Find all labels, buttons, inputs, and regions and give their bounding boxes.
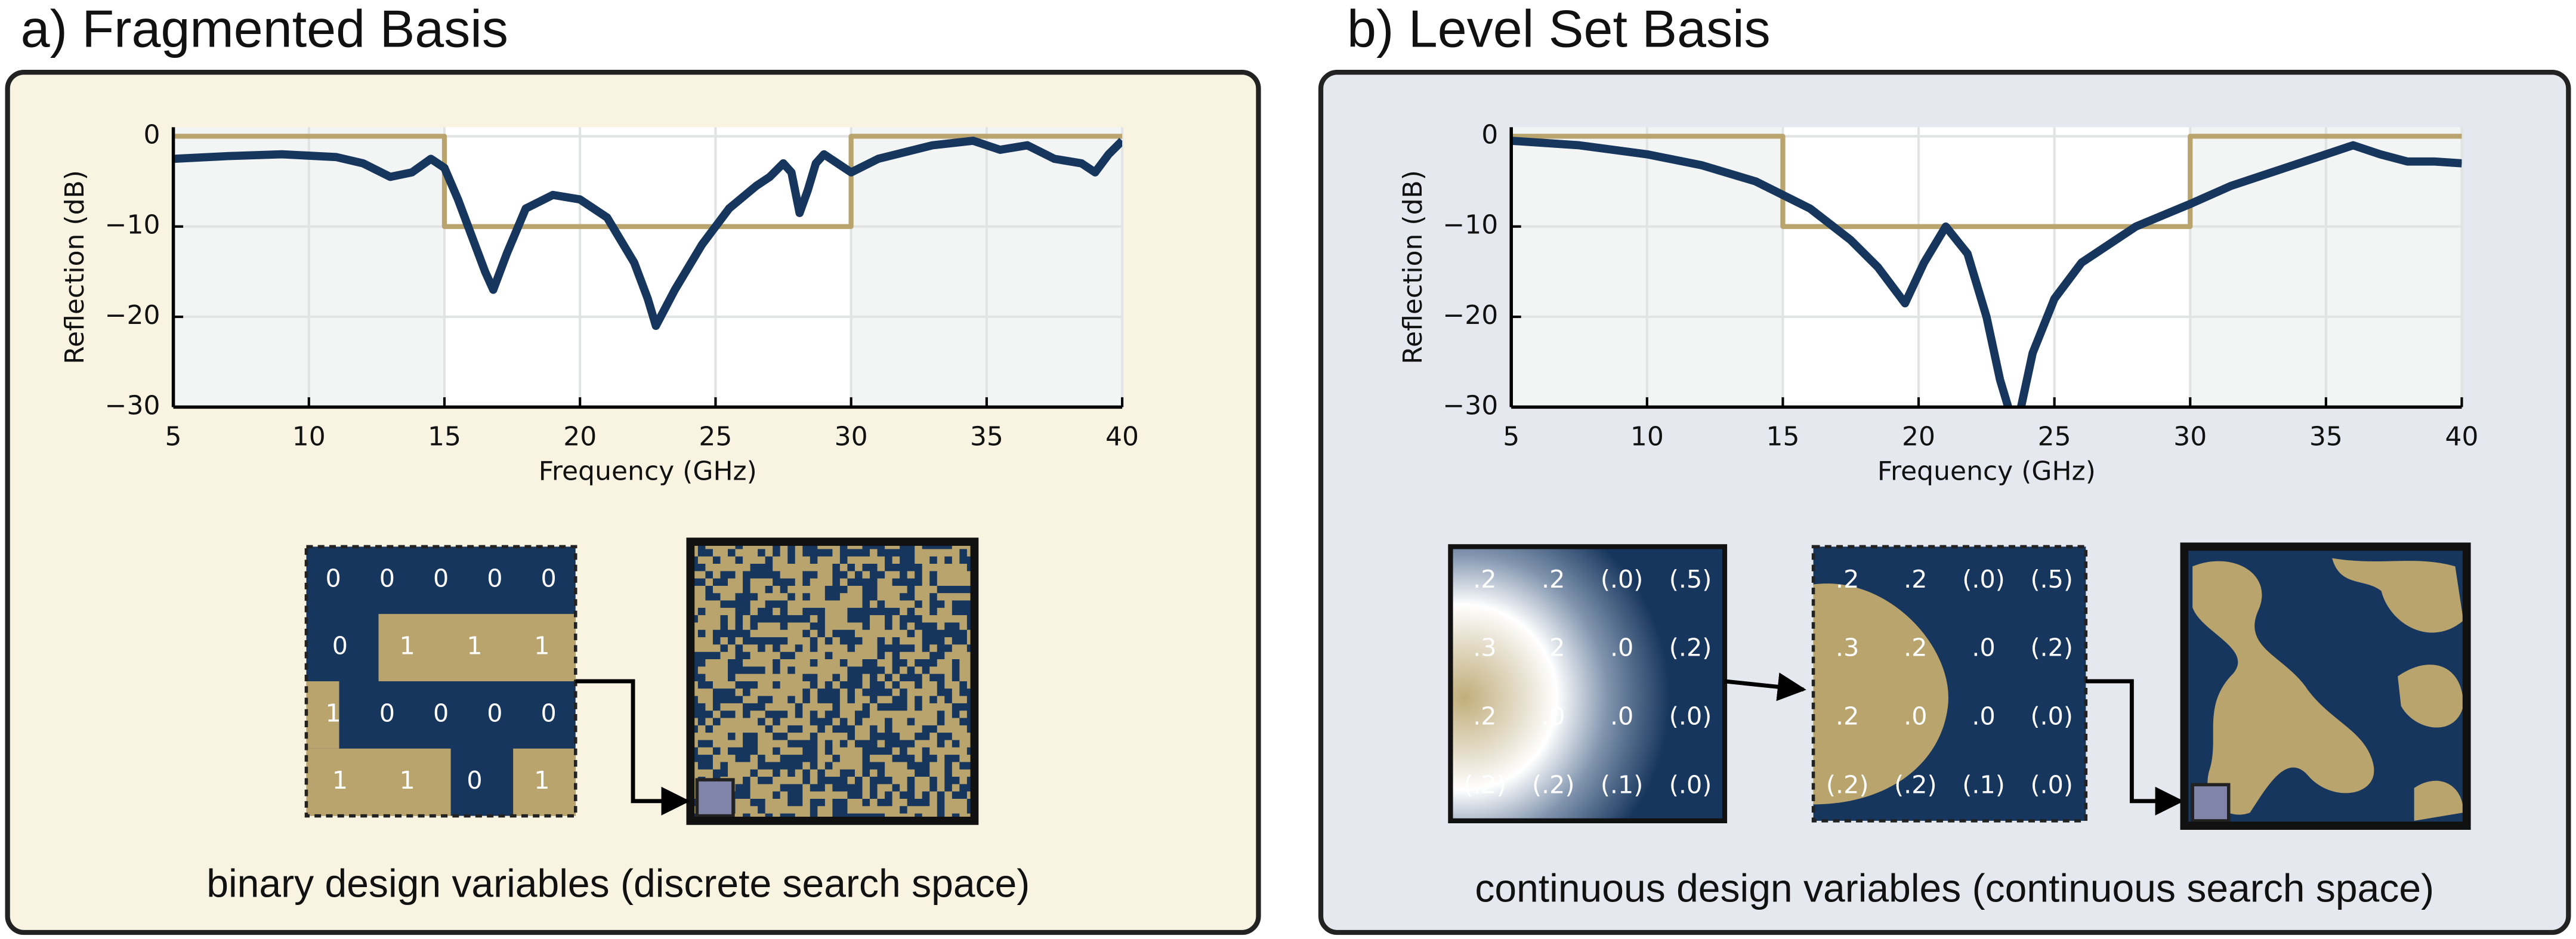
- x-tick-label: 5: [165, 422, 182, 452]
- cell-label: (.2): [1532, 770, 1575, 799]
- cell-label: (.1): [1601, 770, 1644, 799]
- y-tick-label: 0: [1481, 119, 1498, 150]
- cell-label: 0: [325, 564, 341, 593]
- cell-label: (.0): [1601, 565, 1644, 594]
- cell-label: 1: [534, 766, 549, 795]
- cell-label: 1: [534, 632, 549, 660]
- level-set-grid: .2 .2 (.0) (.5) .3 .2 .0 (.2) .2 .0 .0 (.0) (.2) (.2)…: [1448, 544, 1728, 824]
- x-tick-label: 15: [428, 422, 461, 452]
- y-tick-label: −10: [1443, 210, 1498, 240]
- cell-label: 0: [540, 699, 556, 727]
- x-tick-label: 35: [2309, 422, 2343, 452]
- x-tick-label: 30: [835, 422, 868, 452]
- arrow: [2086, 679, 2184, 816]
- cell-label: 0: [487, 699, 502, 727]
- caption: binary design variables (discrete search…: [206, 861, 1030, 905]
- x-tick-label: 30: [2173, 422, 2207, 452]
- y-axis-label: Reflection (dB): [60, 170, 90, 364]
- y-tick-label: −10: [105, 210, 160, 240]
- cell-label: .2: [1473, 565, 1496, 594]
- x-tick-label: 25: [699, 422, 732, 452]
- cell-label: .0: [1972, 634, 1995, 662]
- cell-label: (.0): [1669, 770, 1712, 799]
- cell-label: (.0): [1669, 702, 1712, 731]
- threshold-grid: .2 .2 (.0) (.5) .3 .2 .0 (.2) .2 .0 .0 (.0) (.2) (.2)…: [1811, 545, 2088, 823]
- pixel-design: [686, 538, 979, 825]
- panel-title: b) Level Set Basis: [1347, 0, 1771, 58]
- caption: continuous design variables (continuous …: [1475, 866, 2434, 910]
- cell-label: 0: [487, 564, 502, 593]
- cell-label: .2: [1904, 634, 1927, 662]
- cell-label: (.0): [1962, 565, 2005, 594]
- arrow: [575, 679, 690, 816]
- cell-label: 1: [400, 766, 415, 795]
- x-tick-label: 20: [1902, 422, 1935, 452]
- binary-grid: 0 0 0 0 0 0 1 1 1 1 0 0 0 0 1 1 0 1: [304, 545, 577, 818]
- cell-label: (.2): [1463, 770, 1506, 799]
- cell-label: 0: [379, 699, 395, 727]
- y-tick-label: 0: [144, 119, 160, 150]
- cell-label: .0: [1904, 702, 1927, 731]
- x-axis-label: Frequency (GHz): [1877, 456, 2096, 487]
- x-tick-label: 5: [1503, 422, 1519, 452]
- series-line: [1511, 137, 2462, 407]
- x-tick-label: 35: [970, 422, 1003, 452]
- level-set-design: [2180, 542, 2471, 830]
- x-tick-label: 10: [292, 422, 326, 452]
- cell-label: 1: [467, 632, 482, 660]
- y-tick-label: −30: [105, 390, 160, 421]
- cell-label: .2: [1836, 565, 1859, 594]
- cell-label: 0: [433, 564, 449, 593]
- series-line: [1511, 134, 2462, 229]
- y-tick-label: −20: [1443, 300, 1498, 330]
- cell-label: 1: [332, 766, 348, 795]
- cell-label: (.0): [2030, 770, 2073, 799]
- x-axis-label: Frequency (GHz): [539, 456, 757, 487]
- cell-label: (.1): [1962, 770, 2005, 799]
- arrow: [1724, 672, 1806, 702]
- y-tick-label: −30: [1443, 390, 1498, 421]
- x-tick-label: 40: [1105, 422, 1139, 452]
- series-line: [173, 134, 1123, 229]
- cell-label: .2: [1542, 565, 1565, 594]
- cell-label: 0: [467, 766, 482, 795]
- cell-label: (.2): [1669, 634, 1712, 662]
- cell-label: .2: [1542, 634, 1565, 662]
- panel-title: a) Fragmented Basis: [21, 0, 508, 58]
- x-tick-label: 25: [2038, 422, 2071, 452]
- plot-lines: [1511, 134, 2462, 407]
- cell-label: 0: [433, 699, 449, 727]
- cell-label: .0: [1972, 702, 1995, 731]
- x-tick-label: 40: [2445, 422, 2478, 452]
- cell-label: .2: [1904, 565, 1927, 594]
- y-tick-label: −20: [105, 300, 160, 330]
- cell-label: .3: [1836, 634, 1859, 662]
- cell-label: 0: [540, 564, 556, 593]
- passband: [1783, 127, 2191, 407]
- x-tick-label: 20: [563, 422, 597, 452]
- series-line: [173, 137, 1123, 330]
- passband: [444, 127, 851, 407]
- y-axis-label: Reflection (dB): [1398, 170, 1428, 364]
- cell-label: (.5): [2030, 565, 2073, 594]
- plot-lines: [173, 134, 1123, 330]
- cell-label: (.0): [2030, 702, 2073, 731]
- x-tick-label: 10: [1630, 422, 1664, 452]
- cell-label: .0: [1542, 702, 1565, 731]
- cell-label: 1: [325, 699, 341, 727]
- cell-label: .0: [1610, 702, 1633, 731]
- cell-label: (.2): [1826, 770, 1869, 799]
- x-tick-label: 15: [1766, 422, 1799, 452]
- cell-label: (.5): [1669, 565, 1712, 594]
- cell-label: .3: [1473, 634, 1496, 662]
- cell-label: .0: [1610, 634, 1633, 662]
- cell-label: .2: [1473, 702, 1496, 731]
- cell-label: (.2): [1894, 770, 1937, 799]
- cell-label: .2: [1836, 702, 1859, 731]
- cell-label: 1: [400, 632, 415, 660]
- cell-label: 0: [332, 632, 348, 660]
- cell-label: 0: [379, 564, 395, 593]
- cell-label: (.2): [2030, 634, 2073, 662]
